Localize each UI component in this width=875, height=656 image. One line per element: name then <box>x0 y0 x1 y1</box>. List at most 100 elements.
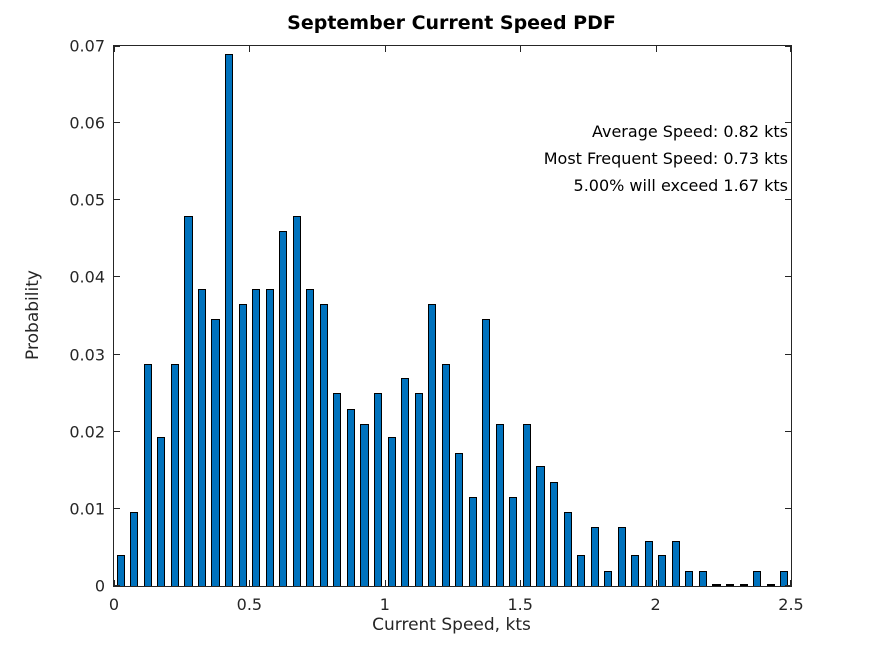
x-tick-label: 2.5 <box>778 595 804 614</box>
x-tick-label: 1.5 <box>507 595 533 614</box>
plot-area: 0 0.5 1 1.5 2 2.5 0 0.01 0.02 0.03 0.04 0.05 0.06 0.0… <box>69 37 803 615</box>
histogram-bar <box>671 541 680 586</box>
histogram-bar <box>536 466 545 586</box>
y-tick-mark <box>114 199 120 201</box>
histogram-bar <box>143 363 152 586</box>
x-tick-label: 0 <box>108 595 120 614</box>
histogram-bar <box>157 437 166 586</box>
histogram-bar <box>739 584 748 586</box>
histogram-bar <box>726 584 735 586</box>
histogram-bar <box>333 393 342 586</box>
y-tick-label: 0.03 <box>69 345 105 365</box>
histogram-bar <box>495 424 504 586</box>
annotation-average-speed: Average Speed: 0.82 kts <box>591 122 788 141</box>
histogram-bar <box>130 511 139 586</box>
x-tick-mark <box>384 580 386 586</box>
histogram-bar <box>346 408 355 586</box>
y-tick-mark <box>785 199 791 201</box>
histogram-bar <box>549 481 559 586</box>
histogram-bar <box>712 584 721 586</box>
x-tick-label: 2 <box>650 595 661 614</box>
y-tick-mark <box>785 46 791 47</box>
annotation-exceedance: 5.00% will exceed 1.67 kts <box>573 176 788 195</box>
y-tick-mark <box>114 46 120 47</box>
histogram-bar <box>644 541 653 586</box>
annotation-most-frequent-speed: Most Frequent Speed: 0.73 kts <box>543 149 788 168</box>
x-tick-mark <box>655 46 657 52</box>
y-tick-label: 0.07 <box>69 36 105 56</box>
x-tick-mark <box>520 580 522 586</box>
y-tick-mark <box>785 430 791 432</box>
histogram-bar <box>373 393 383 586</box>
y-tick-mark <box>114 122 120 124</box>
histogram-bar <box>360 424 369 586</box>
histogram-bar <box>780 570 789 586</box>
histogram-bar <box>225 53 234 586</box>
x-tick-mark <box>790 46 791 52</box>
histogram-bar <box>658 555 667 586</box>
y-tick-mark <box>785 585 791 586</box>
histogram-bar <box>685 570 694 586</box>
histogram-bar <box>468 496 477 586</box>
x-tick-mark <box>790 580 791 586</box>
histogram-bar <box>604 570 613 586</box>
y-tick-mark <box>114 507 120 509</box>
histogram-bar <box>306 289 315 586</box>
y-tick-label: 0.01 <box>69 499 105 519</box>
histogram-bar <box>563 511 572 586</box>
histogram-bar <box>252 289 261 586</box>
histogram-bar <box>387 437 396 586</box>
histogram-bar <box>238 304 247 586</box>
x-tick-mark <box>249 46 251 52</box>
y-tick-mark <box>114 585 120 586</box>
y-tick-mark <box>114 276 120 278</box>
histogram-bar <box>753 570 762 586</box>
histogram-bar <box>617 526 626 586</box>
x-tick-mark <box>520 46 522 52</box>
histogram-bar <box>590 527 599 586</box>
x-tick-mark <box>249 580 251 586</box>
histogram-bar <box>116 555 125 586</box>
histogram-bar <box>631 555 640 586</box>
y-tick-mark <box>785 122 791 124</box>
histogram-bar <box>414 393 423 586</box>
histogram-bar <box>577 555 586 586</box>
x-tick-mark <box>114 46 115 52</box>
y-tick-label: 0.06 <box>69 113 105 133</box>
y-tick-mark <box>785 276 791 278</box>
x-axis-label: Current Speed, kts <box>372 615 531 635</box>
histogram-bar <box>441 363 450 586</box>
histogram-bar <box>401 377 410 586</box>
histogram-bar <box>766 584 775 586</box>
y-tick-label: 0.04 <box>69 267 105 287</box>
x-tick-label: 1 <box>379 595 390 614</box>
histogram-bar <box>211 319 220 586</box>
histogram-bar <box>482 319 491 586</box>
x-tick-label: 0.5 <box>236 595 263 614</box>
histogram-bar <box>292 215 301 586</box>
y-tick-label: 0.05 <box>69 190 105 210</box>
histogram-bar <box>428 304 437 586</box>
x-tick-mark <box>655 580 657 586</box>
y-tick-label: 0.02 <box>69 422 105 442</box>
stats-annotation: Average Speed: 0.82 kts Most Frequent Sp… <box>544 118 788 199</box>
histogram-bar <box>265 289 274 586</box>
y-tick-mark <box>114 430 120 432</box>
y-tick-mark <box>785 353 791 355</box>
histogram-bar <box>319 304 328 586</box>
x-tick-mark <box>384 46 386 52</box>
histogram-bar <box>698 570 708 586</box>
histogram-bar <box>197 289 207 586</box>
chart-title: September Current Speed PDF <box>287 12 616 34</box>
y-axis-label: Probability <box>23 270 43 360</box>
histogram-bar <box>509 496 518 586</box>
histogram-bar <box>170 363 179 586</box>
histogram-bar <box>455 452 464 586</box>
histogram-bar <box>184 215 193 586</box>
y-tick-mark <box>114 353 120 355</box>
y-tick-label: 0 <box>94 576 105 596</box>
y-tick-mark <box>785 507 791 509</box>
histogram-bar <box>522 424 532 586</box>
x-tick-mark <box>114 580 115 586</box>
